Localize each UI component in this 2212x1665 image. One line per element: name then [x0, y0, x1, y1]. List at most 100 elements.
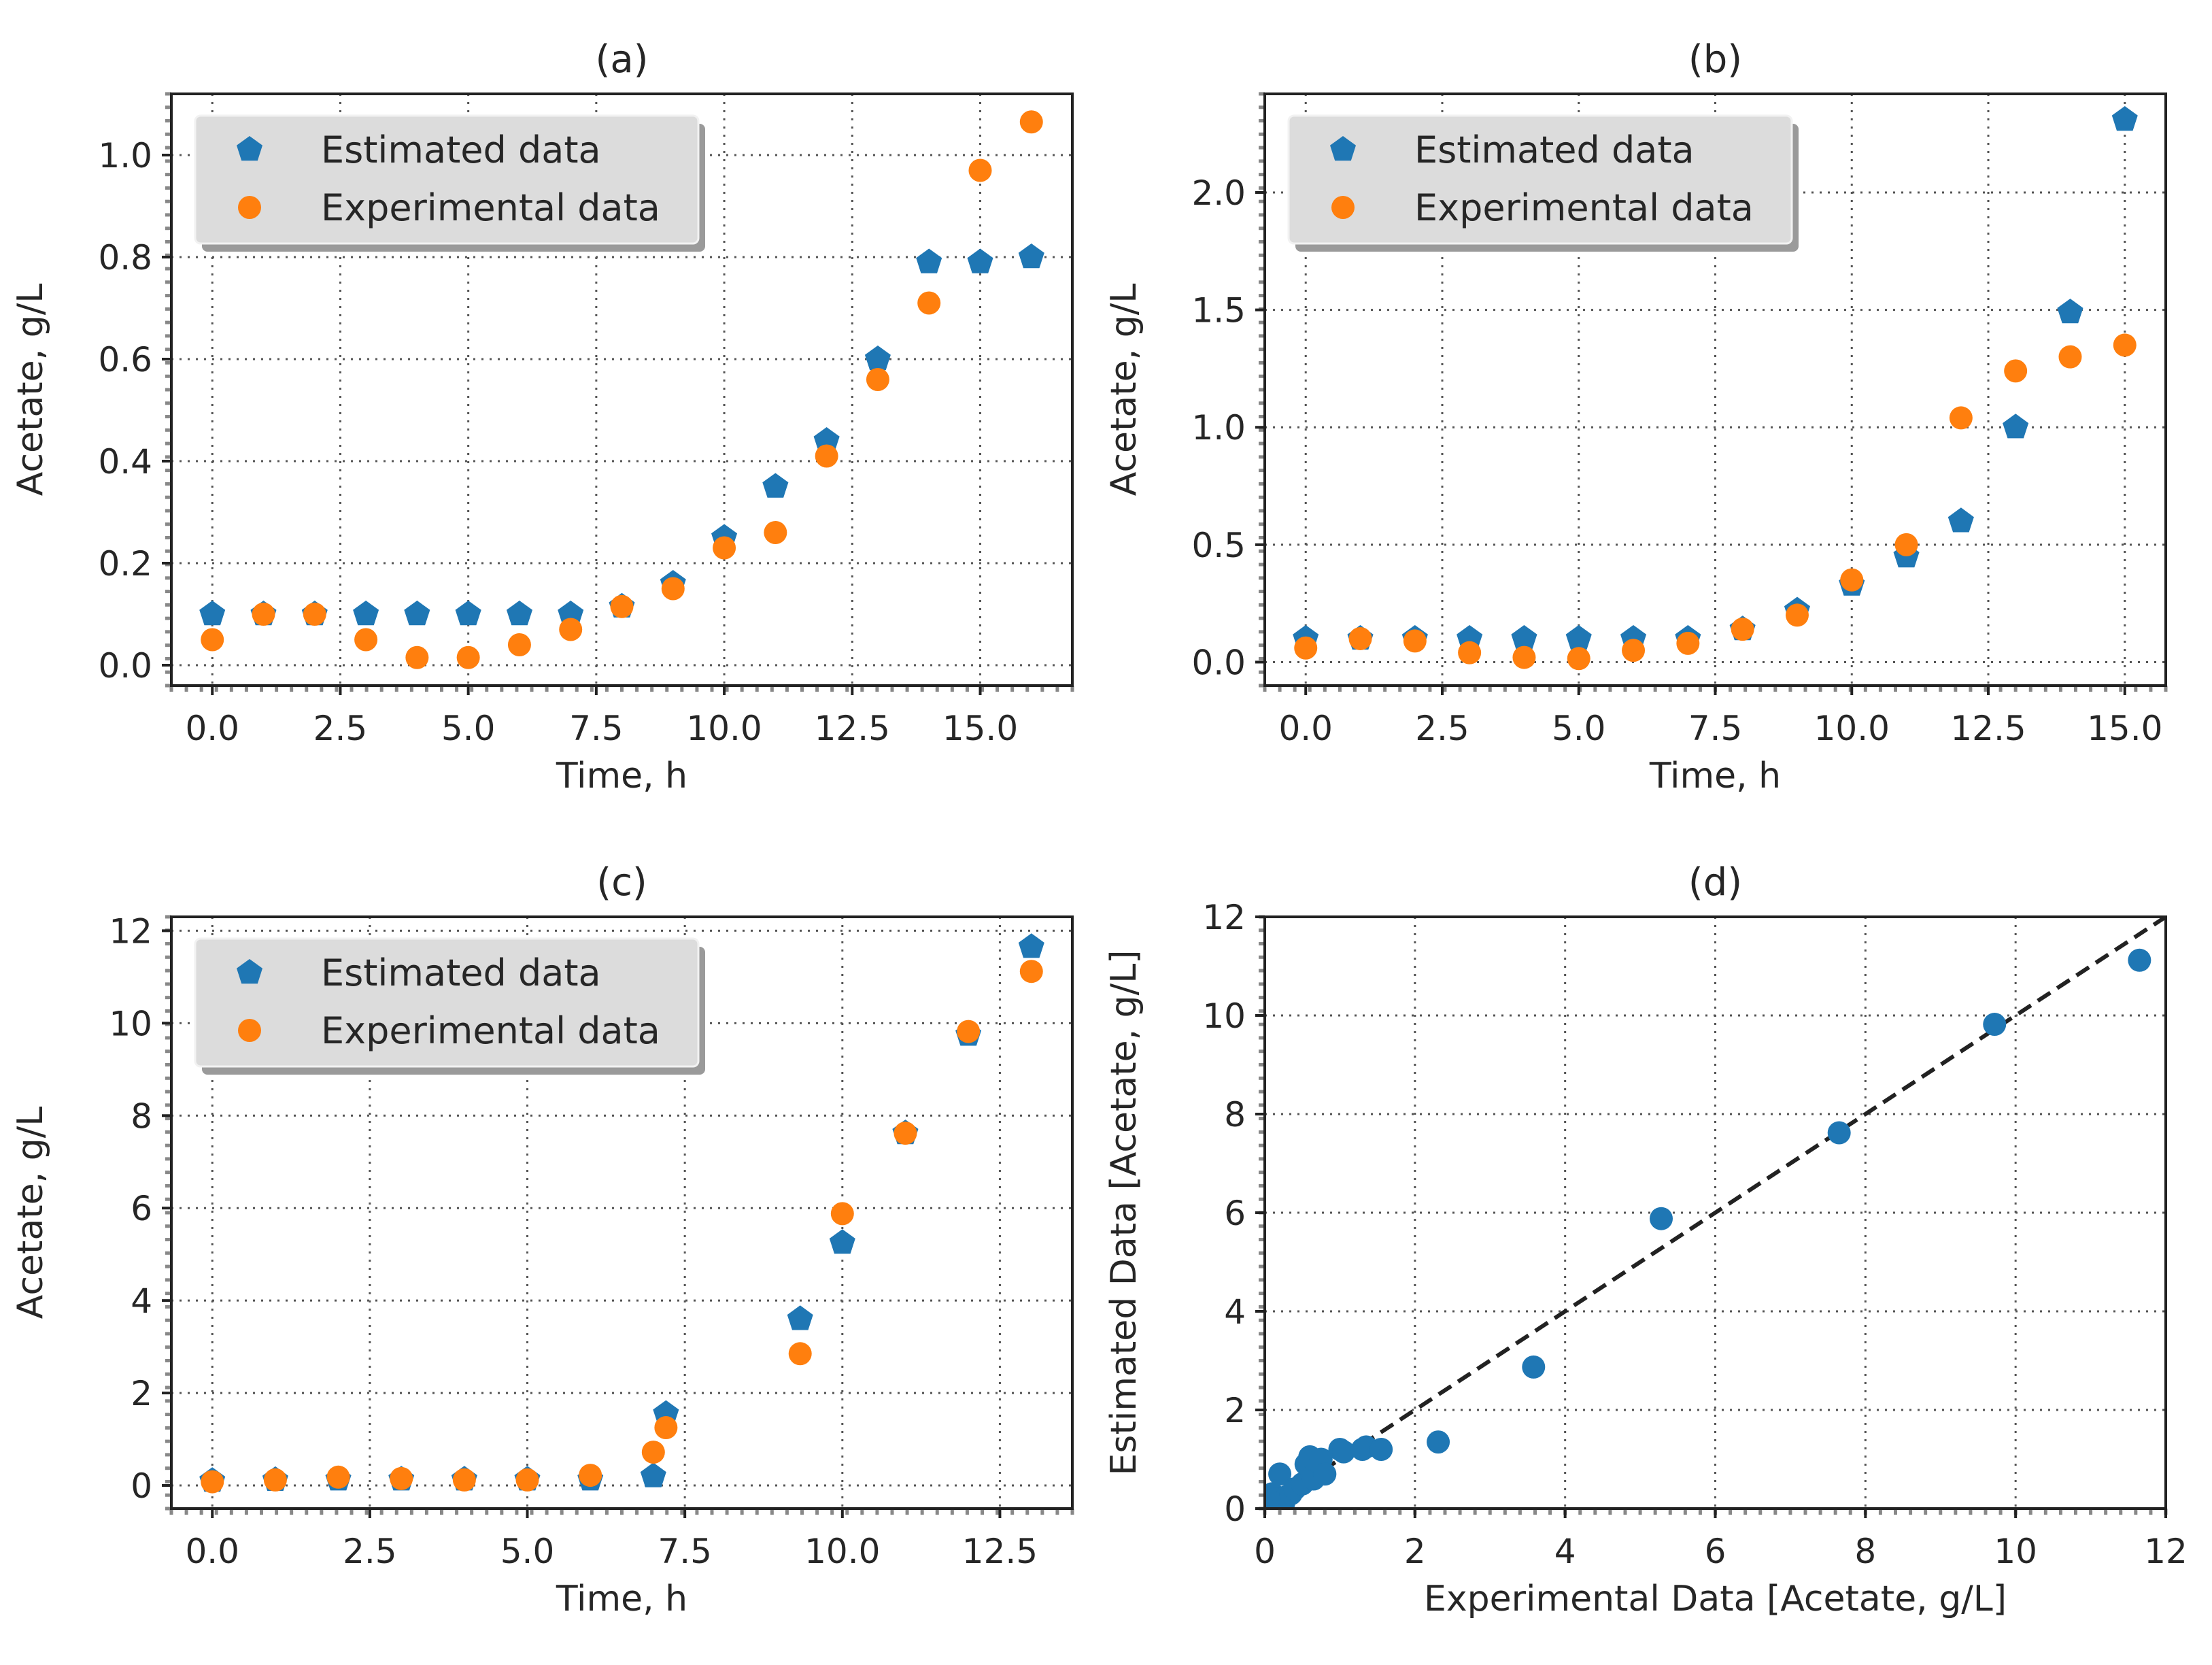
legend-box [1287, 114, 1793, 245]
data-point-estimated [916, 248, 942, 273]
y-tick-label: 0.0 [1191, 643, 1246, 682]
x-tick-label: 15.0 [2087, 709, 2162, 748]
panel-b: 0.0 2.5 5.0 7.5 10.0 12.5 15.0 0.0 0.5 1.0 1.5 2.0 (… [1104, 37, 2168, 796]
x-tick-label: 6 [1705, 1532, 1726, 1571]
data-point-estimated [1947, 507, 1974, 533]
data-point-parity [1650, 1207, 1673, 1230]
legend-marker-experimental [238, 196, 261, 219]
data-point-experimental [1676, 631, 1700, 655]
data-point-estimated [455, 601, 481, 626]
data-point-experimental [405, 645, 429, 669]
x-axis-label: Time, h [1649, 756, 1781, 796]
data-point-experimental [713, 536, 736, 560]
legend-marker-estimated [1330, 136, 1356, 161]
legend: Estimated data Experimental data [194, 937, 705, 1075]
x-tick-label: 2 [1404, 1532, 1426, 1571]
data-point-experimental [641, 1441, 665, 1464]
y-tick-label: 0.6 [98, 340, 152, 380]
y-tick-label: 10 [109, 1004, 152, 1043]
x-tick-label: 2.5 [1415, 709, 1469, 748]
data-point-experimental [201, 628, 224, 652]
y-axis-label: Acetate, g/L [10, 1107, 51, 1319]
legend-marker-experimental [238, 1019, 261, 1042]
x-tick-label: 10 [1994, 1532, 2037, 1571]
data-point-experimental [2113, 333, 2137, 357]
axes-frame [170, 92, 1074, 687]
data-point-parity [1268, 1462, 1292, 1486]
x-tick-label: 12.5 [815, 709, 890, 748]
legend-label: Estimated data [321, 952, 601, 994]
y-axis-label: Acetate, g/L [10, 284, 51, 496]
data-point-experimental [815, 444, 838, 468]
x-tick-label: 5.0 [500, 1532, 555, 1571]
y-tick-label: 4 [1224, 1292, 1246, 1332]
data-point-experimental [263, 1468, 287, 1492]
x-tick-label: 2.5 [313, 709, 368, 748]
data-point-experimental [957, 1020, 981, 1043]
y-axis-label: Acetate, g/L [1104, 284, 1144, 496]
data-point-estimated [2057, 299, 2083, 324]
data-point-estimated [864, 346, 891, 371]
x-tick-label: 2.5 [343, 1532, 397, 1571]
y-tick-label: 0 [1224, 1490, 1246, 1529]
data-point-experimental [1731, 618, 1754, 641]
x-axis-label: Time, h [556, 1579, 687, 1619]
y-tick-label: 1.0 [1191, 408, 1246, 448]
data-point-experimental [452, 1468, 476, 1492]
data-point-experimental [1567, 647, 1590, 671]
y-tick-label: 0 [131, 1466, 152, 1506]
data-point-parity [1983, 1013, 2007, 1037]
data-point-parity [1522, 1355, 1546, 1379]
legend-marker-estimated [237, 136, 262, 161]
x-tick-label: 12.5 [1950, 709, 2026, 748]
data-point-experimental [1403, 629, 1427, 653]
y-tick-label: 10 [1202, 996, 1246, 1036]
y-tick-label: 8 [131, 1096, 152, 1136]
x-tick-label: 10.0 [804, 1532, 880, 1571]
parity-line [1265, 917, 2166, 1509]
data-point-experimental [610, 594, 634, 618]
x-tick-label: 12.5 [962, 1532, 1038, 1571]
data-point-experimental [968, 158, 992, 182]
data-point-parity [1827, 1121, 1851, 1145]
data-point-estimated [1511, 625, 1537, 650]
data-point-experimental [579, 1464, 602, 1487]
x-tick-label: 7.5 [658, 1532, 712, 1571]
data-point-experimental [830, 1202, 854, 1226]
legend-box [194, 114, 700, 245]
legend-label: Experimental data [321, 1009, 660, 1052]
data-point-parity [1369, 1438, 1393, 1461]
data-point-experimental [201, 1470, 224, 1494]
series-experimental-data [201, 960, 1043, 1494]
legend: Estimated data Experimental data [194, 114, 705, 252]
data-point-estimated [1018, 933, 1044, 958]
legend: Estimated data Experimental data [1287, 114, 1799, 252]
data-point-experimental [654, 1416, 678, 1440]
data-point-experimental [2058, 345, 2082, 369]
data-point-experimental [866, 368, 889, 391]
y-tick-label: 6 [131, 1189, 152, 1228]
data-point-experimental [1019, 960, 1043, 983]
data-point-experimental [303, 603, 326, 626]
panel-c: 0.0 2.5 5.0 7.5 10.0 12.5 0 2 4 6 8 10 12 (c) Time, h A… [10, 860, 1074, 1619]
x-tick-label: 8 [1854, 1532, 1876, 1571]
data-point-estimated [199, 601, 226, 626]
axes-frame [170, 915, 1074, 1510]
x-tick-label: 7.5 [569, 709, 624, 748]
data-point-estimated [762, 473, 789, 498]
x-tick-label: 12 [2144, 1532, 2188, 1571]
y-tick-label: 12 [1202, 898, 1246, 937]
panel-title: (a) [595, 37, 648, 82]
y-tick-label: 0.0 [98, 646, 152, 686]
data-point-estimated [2111, 106, 2138, 131]
data-point-estimated [558, 601, 584, 626]
x-tick-label: 0.0 [1278, 709, 1333, 748]
legend-marker-estimated [237, 959, 262, 984]
legend-box [194, 937, 700, 1068]
y-tick-label: 0.4 [98, 442, 152, 482]
series-parity-points [1265, 948, 2151, 1509]
x-axis-label: Experimental Data [Acetate, g/L] [1424, 1579, 2007, 1619]
data-point-experimental [1458, 641, 1482, 665]
data-point-experimental [559, 618, 583, 641]
data-point-experimental [1348, 626, 1372, 650]
